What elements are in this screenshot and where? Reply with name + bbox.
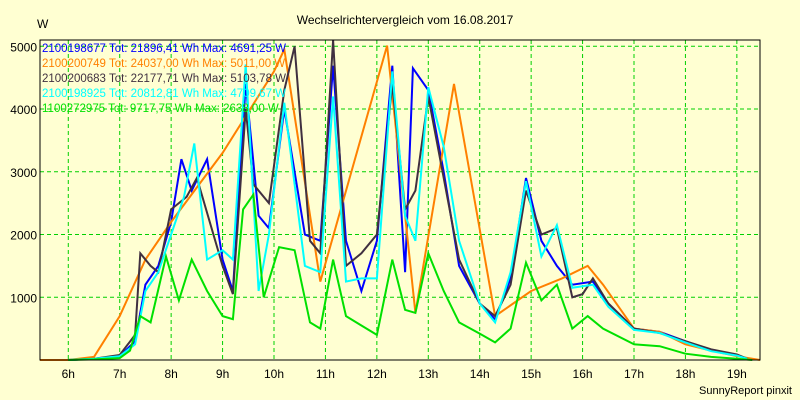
series-line-1100272975 bbox=[68, 191, 753, 361]
x-tick-label: 13h bbox=[418, 367, 438, 381]
x-tick-label: 18h bbox=[675, 367, 695, 381]
y-tick-label: 3000 bbox=[10, 166, 37, 180]
footer-credit: SunnyReport pinxit bbox=[699, 385, 792, 397]
y-tick-label: 1000 bbox=[10, 291, 37, 305]
y-tick-label: 4000 bbox=[10, 103, 37, 117]
y-tick-label: 5000 bbox=[10, 40, 37, 54]
x-tick-label: 17h bbox=[624, 367, 644, 381]
series-line-2100198925 bbox=[68, 64, 748, 361]
x-tick-label: 12h bbox=[367, 367, 387, 381]
x-tick-label: 6h bbox=[62, 367, 75, 381]
series-line-2100200683 bbox=[68, 39, 748, 361]
x-tick-label: 19h bbox=[727, 367, 747, 381]
x-tick-label: 15h bbox=[521, 367, 541, 381]
legend-entry-2100200749: 2100200749 Tot: 24037,00 Wh Max: 5011,00… bbox=[42, 58, 285, 70]
legend-entry-2100200683: 2100200683 Tot: 22177,71 Wh Max: 5103,78… bbox=[42, 73, 286, 85]
x-tick-label: 16h bbox=[573, 367, 593, 381]
x-tick-label: 11h bbox=[316, 367, 335, 381]
y-axis-unit: W bbox=[37, 17, 49, 31]
plot-frame bbox=[39, 39, 761, 361]
x-tick-label: 10h bbox=[264, 367, 284, 381]
legend-entry-2100198677: 2100198677 Tot: 21896,41 Wh Max: 4691,25… bbox=[42, 43, 286, 55]
series-line-2100198677 bbox=[68, 65, 748, 361]
x-tick-label: 7h bbox=[113, 367, 126, 381]
x-tick-label: 9h bbox=[216, 367, 229, 381]
y-tick-label: 2000 bbox=[10, 229, 37, 243]
chart-title: Wechselrichtervergleich vom 16.08.2017 bbox=[297, 13, 514, 27]
legend-entry-1100272975: 1100272975 Tot: 9717,75 Wh Max: 2638,00 … bbox=[42, 103, 279, 115]
x-tick-label: 14h bbox=[470, 367, 490, 381]
legend-entry-2100198925: 2100198925 Tot: 20812,81 Wh Max: 4709,67… bbox=[42, 88, 286, 100]
x-tick-label: 8h bbox=[164, 367, 177, 381]
